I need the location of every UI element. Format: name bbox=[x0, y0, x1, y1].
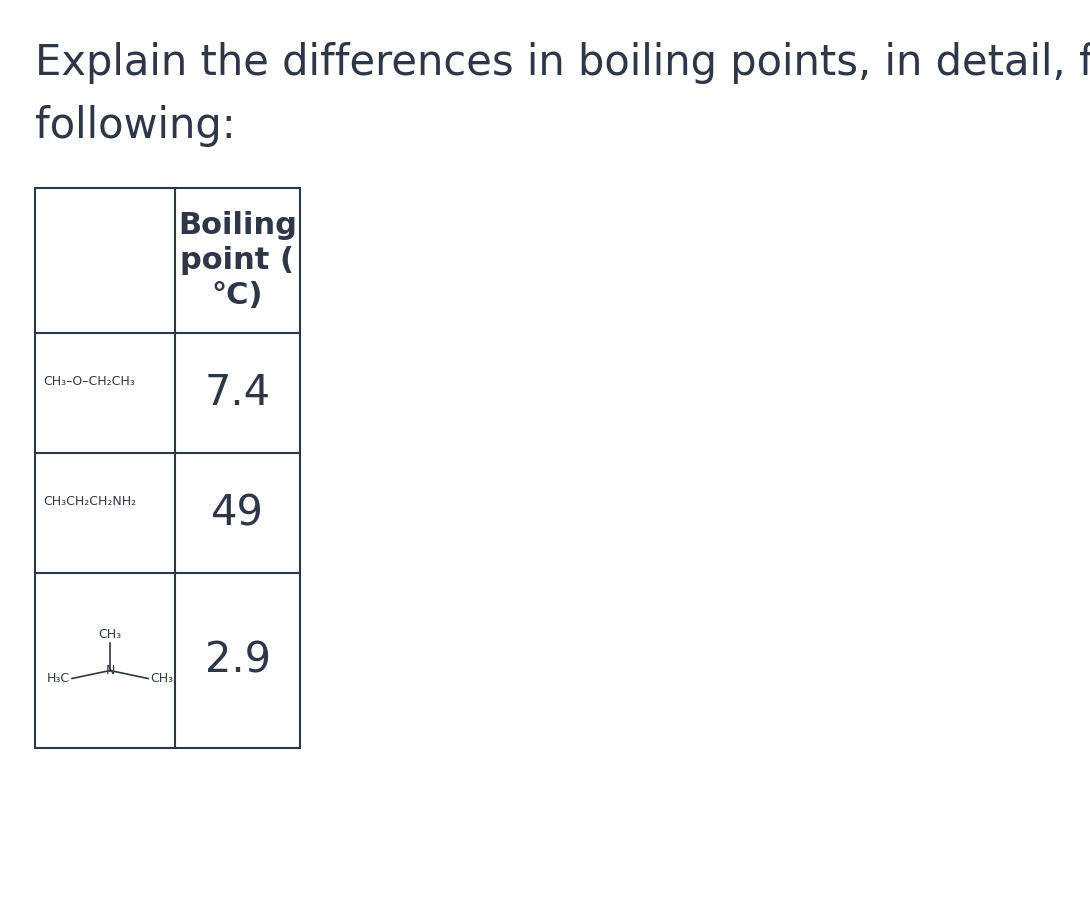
Text: 2.9: 2.9 bbox=[205, 640, 270, 682]
Text: 49: 49 bbox=[211, 492, 264, 534]
Text: N: N bbox=[106, 664, 114, 677]
Text: following:: following: bbox=[35, 105, 235, 147]
Text: Boiling
point (
°C): Boiling point ( °C) bbox=[178, 211, 296, 310]
Text: Explain the differences in boiling points, in detail, for the: Explain the differences in boiling point… bbox=[35, 42, 1090, 84]
Text: CH₃: CH₃ bbox=[150, 672, 173, 685]
Text: CH₃–O–CH₂CH₃: CH₃–O–CH₂CH₃ bbox=[43, 375, 135, 388]
Text: 7.4: 7.4 bbox=[205, 372, 270, 414]
Text: H₃C: H₃C bbox=[47, 672, 70, 685]
Text: CH₃: CH₃ bbox=[98, 628, 122, 641]
Text: CH₃CH₂CH₂NH₂: CH₃CH₂CH₂NH₂ bbox=[43, 495, 136, 508]
Bar bbox=[35, 188, 300, 748]
